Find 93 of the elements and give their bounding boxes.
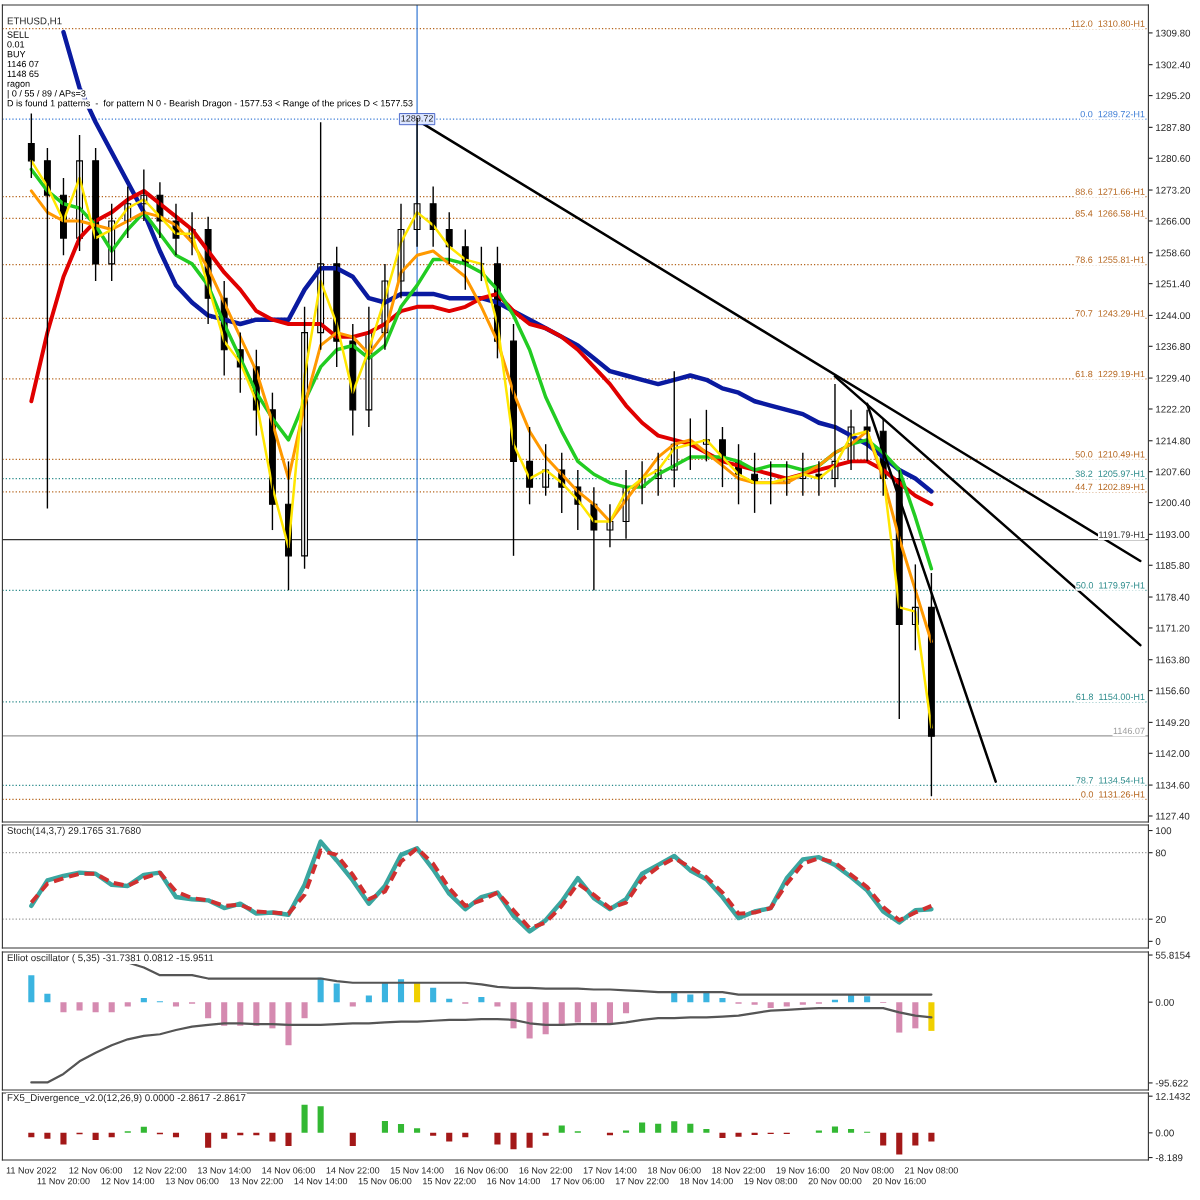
y-tick-label: 20	[1155, 915, 1166, 923]
y-tick-label: 80	[1155, 849, 1166, 857]
x-tick-label: 16 Nov 06:00	[455, 1167, 508, 1174]
x-tick-label: 15 Nov 14:00	[390, 1167, 444, 1174]
chart-title: Elliot oscillator ( 5,35) -31.7381 0.0812 -15.9511	[7, 954, 214, 964]
ref-line-label: 61.8 1154.00-H1	[1076, 693, 1145, 701]
ref-line-label: 0.0 1289.72-H1	[1080, 110, 1145, 118]
y-tick-label: 1309.80	[1156, 29, 1191, 37]
y-tick-label: 1214.80	[1156, 437, 1191, 445]
annotation: SELL	[7, 31, 29, 38]
y-tick-label: 1280.60	[1156, 155, 1191, 162]
x-tick-label: 18 Nov 06:00	[648, 1167, 701, 1174]
y-tick-label: 1127.40	[1156, 812, 1190, 820]
y-tick-label: 1295.20	[1156, 92, 1191, 100]
x-tick-label: 15 Nov 22:00	[423, 1177, 476, 1185]
ref-line-label: 0.0 1131.26-H1	[1081, 791, 1145, 798]
y-tick-label: 1193.00	[1156, 531, 1190, 538]
x-tick-label: 20 Nov 08:00	[840, 1167, 894, 1174]
y-tick-label: 1302.40	[1156, 61, 1191, 69]
y-tick-label: 1229.40	[1156, 374, 1191, 382]
x-tick-label: 14 Nov 06:00	[262, 1167, 315, 1174]
x-tick-label: 18 Nov 14:00	[680, 1177, 733, 1185]
x-tick-label: 16 Nov 14:00	[487, 1177, 541, 1185]
x-tick-label: 14 Nov 22:00	[326, 1167, 380, 1174]
y-tick-label: 0.00	[1155, 998, 1174, 1006]
y-tick-label: 1163.80	[1156, 656, 1190, 664]
y-tick-label: 1134.60	[1156, 781, 1190, 789]
ref-line-label: 85.4 1266.58-H1	[1075, 210, 1145, 217]
y-tick-label: 1171.20	[1156, 624, 1190, 632]
x-tick-label: 11 Nov 20:00	[37, 1177, 90, 1185]
chart-title: FX5_Divergence_v2.0(12,26,9) 0.0000 -2.8617 -2.8617	[7, 1094, 246, 1104]
y-tick-label: 12.1432	[1156, 1092, 1190, 1100]
text: ETHUSD,H1	[7, 17, 62, 26]
y-tick-label: 0.00	[1155, 1129, 1174, 1137]
x-tick-label: 16 Nov 22:00	[519, 1167, 573, 1174]
ref-line-label: 70.7 1243.29-H1	[1075, 310, 1145, 317]
ref-line-label: 88.6 1271.66-H1	[1075, 188, 1145, 195]
x-tick-label: 15 Nov 06:00	[358, 1177, 412, 1185]
x-tick-label: 13 Nov 22:00	[230, 1177, 283, 1185]
y-tick-label: 1149.20	[1156, 719, 1190, 727]
x-tick-label: 14 Nov 14:00	[294, 1177, 348, 1185]
annotation: 1148 65	[7, 70, 39, 77]
annotation: 1146 07	[7, 60, 39, 68]
x-tick-label: 17 Nov 22:00	[615, 1177, 669, 1185]
x-tick-label: 20 Nov 00:00	[808, 1177, 862, 1185]
y-tick-label: 100	[1156, 827, 1172, 835]
x-tick-label: 12 Nov 06:00	[69, 1167, 123, 1174]
x-tick-label: 21 Nov 08:00	[905, 1167, 958, 1174]
y-tick-label: 1273.20	[1156, 186, 1191, 194]
annotation: 0.01	[7, 41, 25, 48]
y-tick-label: 1258.60	[1156, 249, 1191, 257]
y-tick-label: 1251.40	[1156, 280, 1191, 288]
y-tick-label: 1236.80	[1156, 343, 1191, 350]
ref-line-label: 1146.07	[1113, 727, 1145, 735]
ref-line-label: 112.0 1310.80-H1	[1071, 20, 1145, 27]
ref-line-label: 38.2 1205.97-H1	[1075, 470, 1145, 477]
ref-line-label: 50.0 1179.97-H1	[1076, 582, 1145, 589]
x-tick-label: 12 Nov 14:00	[101, 1177, 155, 1185]
annotation: ragon	[7, 81, 30, 89]
y-tick-label: 1222.20	[1156, 405, 1191, 413]
y-tick-label: 1156.60	[1156, 687, 1190, 695]
x-tick-label: 12 Nov 22:00	[133, 1167, 187, 1174]
ref-line-label: 50.0 1210.49-H1	[1075, 451, 1145, 458]
y-tick-label: 1200.40	[1156, 499, 1191, 507]
y-tick-label: 1178.40	[1156, 593, 1190, 601]
annotation: | 0 / 55 / 89 / APs=3	[7, 89, 86, 99]
ref-line-label: 78.6 1255.81-H1	[1075, 256, 1145, 263]
y-tick-label: 1185.80	[1156, 562, 1190, 569]
y-tick-label: 1142.00	[1156, 750, 1190, 757]
y-tick-label: 1244.00	[1156, 312, 1191, 320]
chart-title: Stoch(14,3,7) 29.1765 31.7680	[7, 826, 141, 836]
y-tick-label: 1266.00	[1156, 217, 1191, 225]
y-tick-label: 55.8154	[1155, 951, 1191, 959]
x-tick-label: 17 Nov 06:00	[551, 1177, 605, 1185]
ref-line-label: 1191.79-H1	[1099, 531, 1145, 538]
annotation: D is found 1 patterns - for pattern N 0 - Bearish Dragon - 1577.53 < Range of the prices D < 1577.53	[7, 99, 413, 109]
x-tick-label: 17 Nov 14:00	[583, 1167, 637, 1174]
y-tick-label: 1207.60	[1156, 468, 1191, 476]
ref-line-label: 61.8 1229.19-H1	[1075, 370, 1145, 378]
ref-line-label: 78.7 1134.54-H1	[1076, 777, 1145, 784]
x-tick-label: 20 Nov 16:00	[872, 1177, 926, 1185]
x-tick-label: 18 Nov 22:00	[712, 1167, 766, 1174]
x-tick-label: 19 Nov 16:00	[776, 1167, 830, 1174]
y-tick-label: -8.189	[1155, 1154, 1183, 1162]
x-tick-label: 13 Nov 06:00	[165, 1177, 219, 1185]
ref-line-label: 44.7 1202.89-H1	[1075, 483, 1145, 491]
x-tick-label: 11 Nov 2022	[6, 1167, 57, 1174]
x-tick-label: 13 Nov 14:00	[198, 1167, 251, 1174]
y-tick-label: -95.622	[1155, 1079, 1188, 1087]
y-tick-label: 0	[1155, 938, 1161, 945]
y-tick-label: 1287.80	[1156, 124, 1191, 131]
x-tick-label: 19 Nov 08:00	[744, 1177, 798, 1185]
annotation: BUY	[7, 51, 26, 58]
